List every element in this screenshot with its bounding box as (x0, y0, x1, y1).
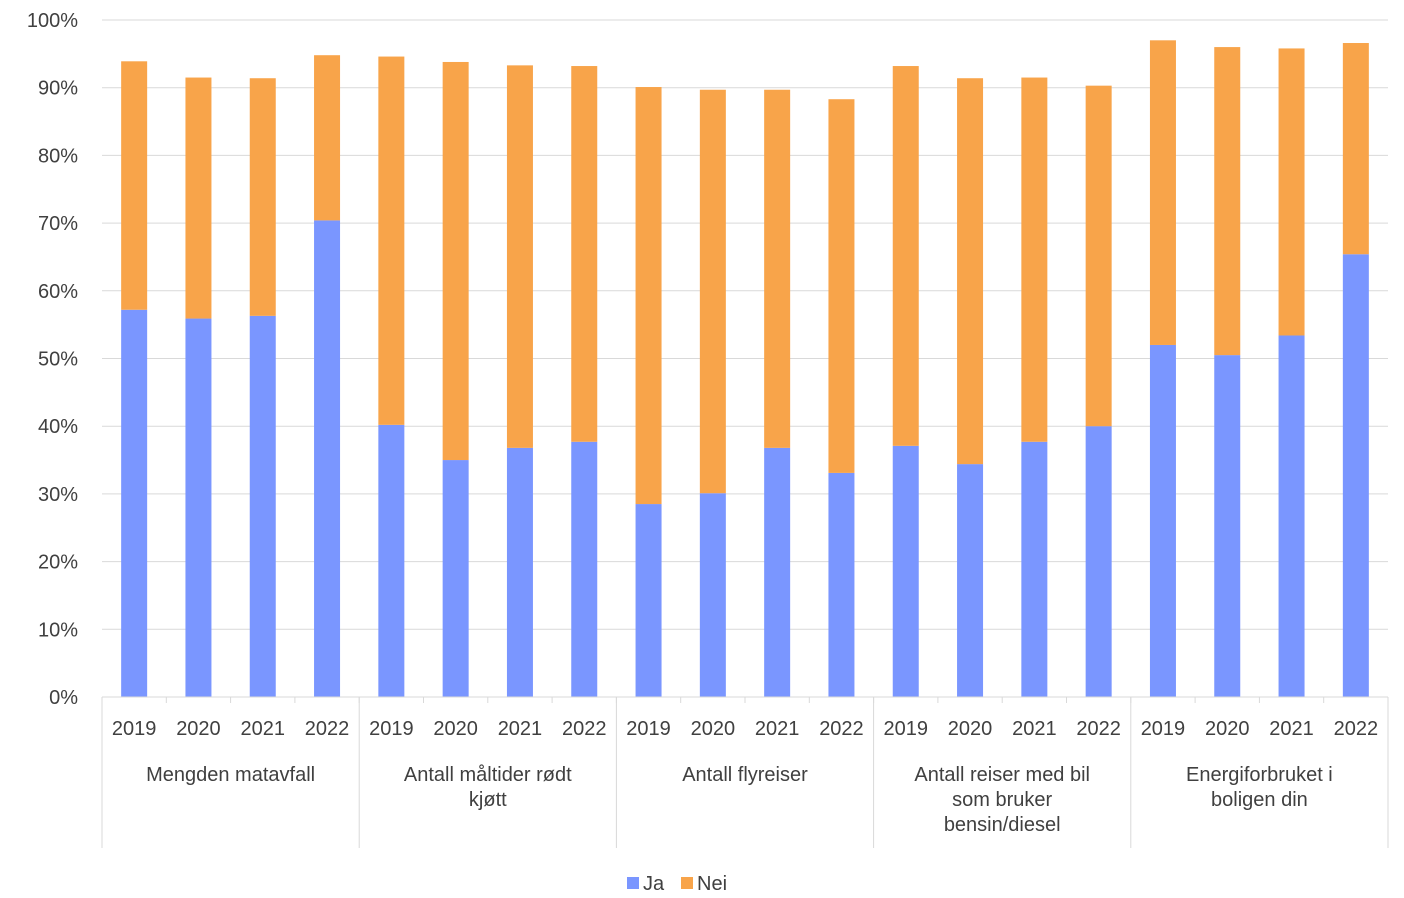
bar-nei (699, 89, 726, 494)
bar-nei (185, 77, 212, 319)
bar-nei (828, 99, 855, 473)
y-tick-label: 60% (38, 281, 78, 303)
bar-nei (506, 65, 533, 448)
bar-ja (1278, 335, 1305, 697)
y-axis-ticks: 0% 10% 20% 30% 40% 50% 60% 70% 80% 90% 100% (27, 10, 78, 709)
bar-ja (699, 493, 726, 697)
bar-ja (635, 504, 662, 697)
y-tick-label: 100% (27, 10, 78, 32)
bar-ja (957, 464, 984, 697)
bar-ja (892, 445, 919, 697)
bar-ja (1342, 254, 1369, 697)
x-axis: 2019 2020 2021 2022 Mengden matavfall 2019 202… (101, 696, 1389, 848)
bar-nei (442, 61, 469, 461)
x-tick-label: 2022 (819, 718, 864, 740)
y-tick-label: 40% (38, 416, 78, 438)
legend-label-ja: Ja (643, 873, 665, 893)
y-tick-label: 0% (49, 687, 78, 709)
bar-nei (314, 55, 341, 221)
bar-nei (1149, 40, 1176, 345)
gridlines (102, 19, 1388, 630)
bar-nei (249, 78, 276, 316)
bar-ja (314, 220, 341, 697)
category-label: Antall måltider rødt (404, 764, 572, 786)
category-label: som bruker (952, 789, 1052, 811)
legend-swatch-ja (627, 877, 639, 889)
x-tick-label: 2022 (1076, 718, 1121, 740)
bar-ja (571, 441, 598, 697)
bar-nei (957, 78, 984, 465)
bar-nei (1214, 47, 1241, 356)
x-tick-label: 2021 (755, 718, 800, 740)
x-tick-label: 2020 (1205, 718, 1250, 740)
legend: Ja Nei (627, 873, 727, 895)
bar-ja (828, 472, 855, 697)
category-label: Antall flyreiser (682, 764, 808, 786)
bar-ja (1021, 441, 1048, 697)
category-label: Mengden matavfall (146, 764, 315, 786)
category-label: kjøtt (469, 789, 507, 811)
x-tick-label: 2019 (626, 718, 671, 740)
x-tick-label: 2021 (498, 718, 543, 740)
y-tick-label: 20% (38, 552, 78, 574)
y-tick-label: 50% (38, 349, 78, 371)
bar-nei (571, 66, 598, 442)
bar-nei (1278, 48, 1305, 336)
bar-ja (121, 309, 148, 697)
bar-ja (249, 315, 276, 697)
x-tick-label: 2022 (305, 718, 350, 740)
bar-ja (764, 447, 791, 697)
x-tick-label: 2019 (884, 718, 929, 740)
x-tick-label: 2020 (176, 718, 221, 740)
x-tick-label: 2020 (948, 718, 993, 740)
bar-nei (1342, 43, 1369, 255)
bar-ja (185, 318, 212, 697)
y-tick-label: 90% (38, 78, 78, 100)
y-tick-label: 10% (38, 619, 78, 641)
category-label: Antall reiser med bil (914, 764, 1090, 786)
bar-nei (378, 56, 405, 425)
bar-nei (1085, 85, 1112, 427)
x-tick-label: 2020 (433, 718, 478, 740)
y-tick-label: 30% (38, 484, 78, 506)
x-tick-label: 2022 (562, 718, 607, 740)
bar-nei (635, 87, 662, 505)
bar-ja (1214, 355, 1241, 697)
category-label: boligen din (1211, 789, 1308, 811)
bar-ja (506, 447, 533, 697)
legend-swatch-nei (681, 877, 693, 889)
bar-ja (442, 460, 469, 697)
x-tick-label: 2019 (369, 718, 414, 740)
bar-ja (1085, 426, 1112, 697)
bar-nei (1021, 77, 1048, 442)
y-tick-label: 80% (38, 145, 78, 167)
bar-ja (378, 424, 405, 697)
x-tick-label: 2021 (241, 718, 286, 740)
bar-ja (1149, 344, 1176, 697)
x-tick-label: 2021 (1012, 718, 1057, 740)
legend-label-nei: Nei (697, 873, 727, 893)
category-label: bensin/diesel (944, 814, 1061, 836)
x-tick-label: 2020 (691, 718, 736, 740)
x-tick-label: 2019 (112, 718, 157, 740)
bar-nei (121, 61, 148, 310)
y-tick-label: 70% (38, 213, 78, 235)
bar-nei (764, 89, 791, 448)
x-tick-label: 2021 (1269, 718, 1314, 740)
bars (121, 40, 1369, 697)
bar-nei (892, 66, 919, 446)
x-tick-label: 2019 (1141, 718, 1186, 740)
x-tick-label: 2022 (1334, 718, 1379, 740)
category-label: Energiforbruket i (1186, 764, 1333, 786)
